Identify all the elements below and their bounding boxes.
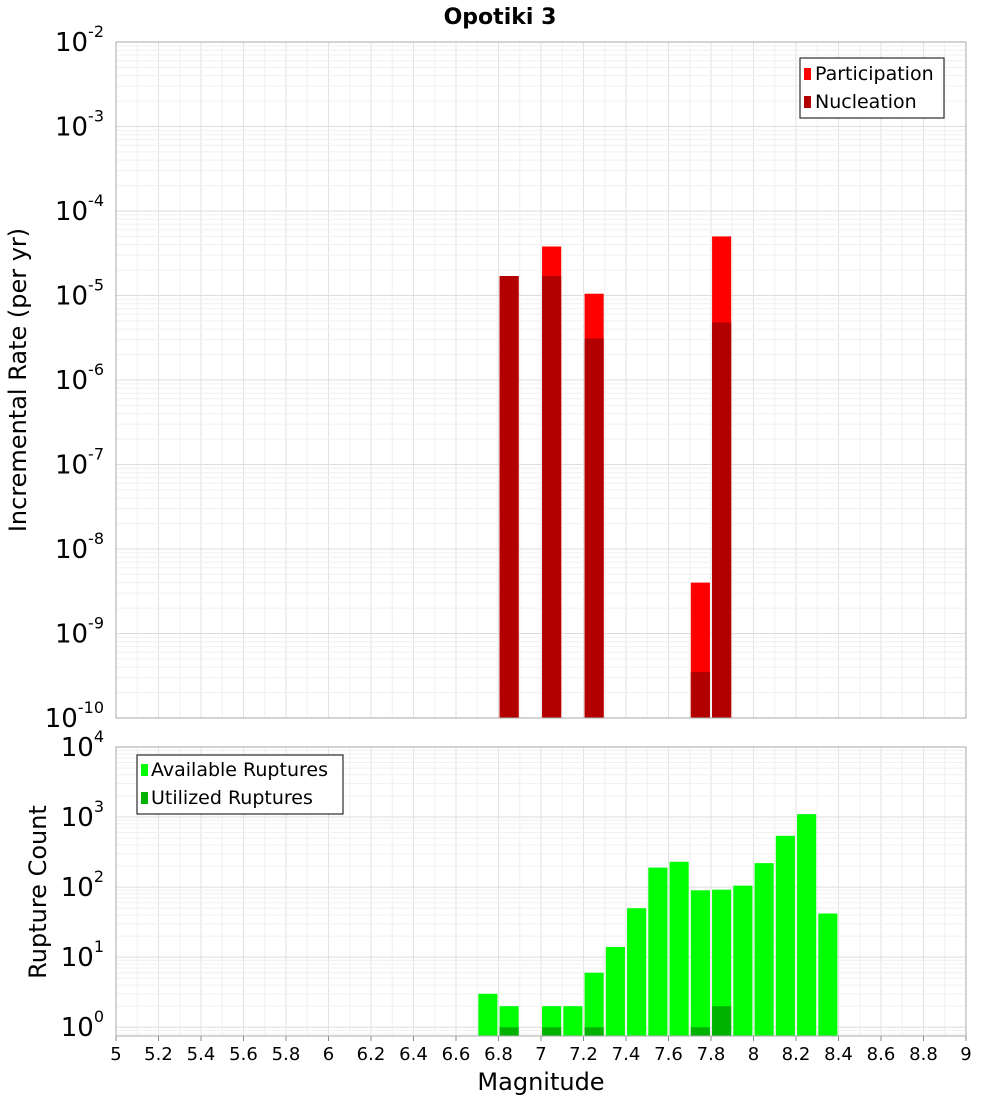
legend-label-participation: Participation bbox=[815, 63, 934, 85]
y-tick-label: 103 bbox=[61, 797, 104, 833]
bottom-bar-available-ruptures bbox=[648, 867, 668, 1036]
x-tick-label: 5.4 bbox=[187, 1044, 216, 1065]
top-bars bbox=[499, 236, 732, 719]
top-y-axis-label: Incremental Rate (per yr) bbox=[4, 228, 32, 532]
bottom-bar-utilized-ruptures bbox=[690, 1027, 710, 1036]
bottom-bar-available-ruptures bbox=[712, 889, 732, 1036]
bottom-bar-available-ruptures bbox=[605, 946, 625, 1036]
legend-label-utilized: Utilized Ruptures bbox=[151, 787, 313, 809]
y-tick-label: 10-5 bbox=[55, 276, 104, 312]
x-tick-label: 6.6 bbox=[442, 1044, 471, 1065]
bottom-bar-available-ruptures bbox=[669, 861, 689, 1036]
x-tick-label: 6 bbox=[323, 1044, 334, 1065]
x-tick-label: 5.8 bbox=[272, 1044, 301, 1065]
x-tick-label: 7.2 bbox=[569, 1044, 598, 1065]
x-tick-label: 6.2 bbox=[357, 1044, 386, 1065]
x-tick-label: 5.6 bbox=[229, 1044, 258, 1065]
x-tick-label: 9 bbox=[960, 1044, 971, 1065]
x-tick-label: 8.6 bbox=[867, 1044, 896, 1065]
x-tick-label: 7 bbox=[535, 1044, 546, 1065]
y-tick-label: 100 bbox=[61, 1007, 104, 1043]
top-bar-nucleation bbox=[690, 672, 710, 718]
top-bar-nucleation bbox=[542, 276, 562, 718]
bottom-legend: Available Ruptures Utilized Ruptures bbox=[136, 754, 344, 815]
legend-swatch-utilized bbox=[141, 792, 148, 804]
bottom-bar-utilized-ruptures bbox=[542, 1027, 562, 1036]
x-tick-label: 8.4 bbox=[824, 1044, 853, 1065]
y-tick-label: 104 bbox=[61, 727, 104, 763]
bottom-bar-available-ruptures bbox=[797, 814, 817, 1036]
legend-swatch-available bbox=[141, 764, 148, 776]
legend-swatch-participation bbox=[804, 68, 811, 80]
x-ticks: 5 5.2 5.4 5.6 5.8 6 6.2 6.4 6.6 6.8 7 7.2 7.4 7.6 7.8 8… bbox=[110, 1036, 972, 1065]
x-tick-label: 5 bbox=[110, 1044, 121, 1065]
bottom-bar-available-ruptures bbox=[775, 835, 795, 1036]
bottom-bar-utilized-ruptures bbox=[712, 1006, 732, 1036]
bottom-bar-available-ruptures bbox=[754, 863, 774, 1036]
x-tick-label: 7.6 bbox=[654, 1044, 683, 1065]
y-tick-label: 10-9 bbox=[55, 614, 104, 650]
y-tick-label: 10-8 bbox=[55, 529, 104, 565]
bottom-bar-available-ruptures bbox=[690, 890, 710, 1036]
y-tick-label: 101 bbox=[61, 937, 104, 973]
bottom-y-axis-label: Rupture Count bbox=[24, 805, 52, 979]
bottom-bar-available-ruptures bbox=[627, 908, 647, 1036]
x-tick-label: 6.4 bbox=[399, 1044, 428, 1065]
top-bar-nucleation bbox=[584, 338, 604, 718]
x-axis-label: Magnitude bbox=[477, 1068, 604, 1096]
chart-title: Opotiki 3 bbox=[444, 5, 557, 30]
top-legend: Participation Nucleation bbox=[799, 57, 945, 119]
bottom-panel: 100 101 102 103 104 5 5.2 5.4 5.6 5.8 6 6.2 6.4 6.6 6… bbox=[24, 727, 972, 1096]
x-tick-label: 8.2 bbox=[782, 1044, 811, 1065]
legend-label-available: Available Ruptures bbox=[151, 759, 328, 781]
x-tick-label: 7.4 bbox=[612, 1044, 641, 1065]
y-tick-label: 10-3 bbox=[55, 107, 104, 143]
bottom-bar-available-ruptures bbox=[478, 993, 498, 1036]
legend-swatch-nucleation bbox=[804, 96, 811, 108]
y-tick-label: 102 bbox=[61, 867, 104, 903]
bottom-bar-utilized-ruptures bbox=[499, 1027, 519, 1036]
top-panel: 10-10 10-9 10-8 10-7 10-6 10-5 10-4 10-3 10-2 In… bbox=[4, 22, 967, 734]
bottom-bar-available-ruptures bbox=[733, 885, 753, 1036]
bottom-y-ticks: 100 101 102 103 104 bbox=[61, 727, 104, 1043]
x-tick-label: 6.8 bbox=[484, 1044, 513, 1065]
y-tick-label: 10-6 bbox=[55, 360, 104, 396]
y-tick-label: 10-4 bbox=[55, 191, 104, 227]
top-bar-nucleation bbox=[499, 276, 519, 718]
x-tick-label: 7.8 bbox=[697, 1044, 726, 1065]
bottom-bar-available-ruptures bbox=[584, 972, 604, 1036]
top-bar-nucleation bbox=[712, 322, 732, 718]
x-tick-label: 8 bbox=[748, 1044, 759, 1065]
y-tick-label: 10-10 bbox=[45, 698, 104, 734]
x-tick-label: 5.2 bbox=[144, 1044, 173, 1065]
y-tick-label: 10-2 bbox=[55, 22, 104, 58]
top-grid bbox=[115, 41, 967, 719]
legend-label-nucleation: Nucleation bbox=[815, 91, 917, 113]
bottom-bar-available-ruptures bbox=[563, 1006, 583, 1036]
bottom-bar-available-ruptures bbox=[818, 913, 838, 1036]
y-tick-label: 10-7 bbox=[55, 445, 104, 481]
top-y-ticks: 10-10 10-9 10-8 10-7 10-6 10-5 10-4 10-3 10-2 bbox=[45, 22, 104, 734]
x-tick-label: 8.8 bbox=[909, 1044, 938, 1065]
bottom-bar-utilized-ruptures bbox=[584, 1027, 604, 1036]
bottom-bars bbox=[478, 814, 838, 1036]
